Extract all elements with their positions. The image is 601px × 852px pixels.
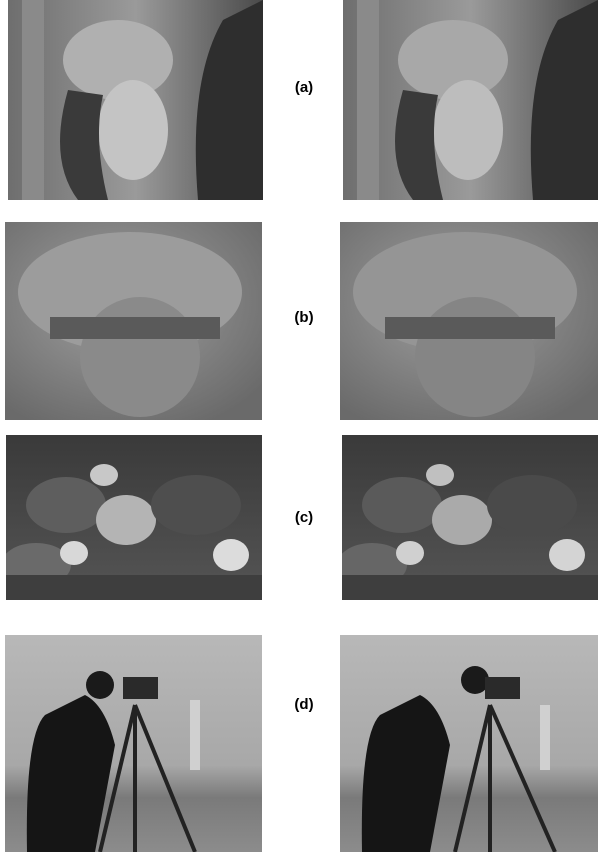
- row-label: (a): [274, 79, 334, 96]
- image-d-right: [340, 635, 598, 852]
- figure: (a) (b) (c) (d) (() => { const data = JS…: [0, 0, 601, 852]
- image-c-left: [6, 435, 262, 600]
- image-d-left: [5, 635, 262, 852]
- image-b-left: [5, 222, 262, 420]
- row-label: (d): [274, 696, 334, 713]
- image-a-left: [8, 0, 263, 200]
- image-a-right: [343, 0, 598, 200]
- row-label: (c): [274, 509, 334, 526]
- image-c-right: [342, 435, 598, 600]
- row-label: (b): [274, 309, 334, 326]
- image-b-right: [340, 222, 598, 420]
